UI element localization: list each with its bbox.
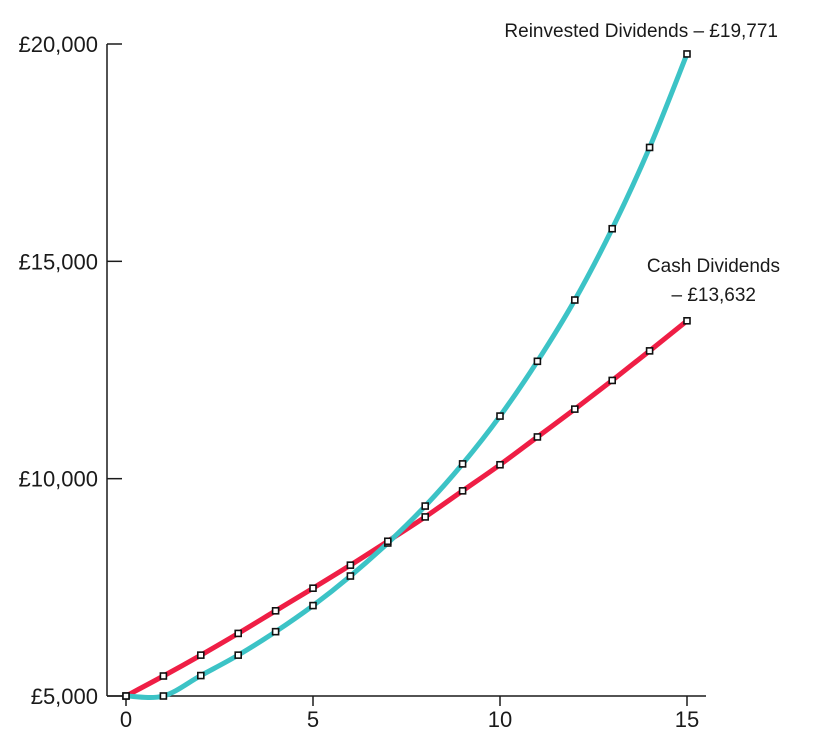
data-point-reinvested bbox=[683, 50, 691, 58]
x-tick-label: 0 bbox=[120, 707, 132, 732]
series-lines bbox=[123, 51, 690, 700]
data-point-cash bbox=[383, 537, 392, 546]
data-point-reinvested bbox=[346, 572, 355, 580]
data-point-cash bbox=[346, 561, 355, 569]
data-point-reinvested bbox=[458, 460, 467, 468]
data-point-cash bbox=[197, 651, 205, 659]
x-tick-label: 15 bbox=[675, 707, 699, 732]
data-point-cash bbox=[309, 584, 317, 593]
data-point-reinvested bbox=[570, 296, 579, 304]
x-ticks: 0 5 10 15 bbox=[120, 696, 699, 732]
series-markers bbox=[122, 50, 691, 700]
data-point-cash bbox=[271, 607, 280, 615]
data-point-cash bbox=[159, 672, 168, 680]
data-point-cash bbox=[458, 487, 467, 495]
y-tick-label: £20,000 bbox=[18, 32, 98, 57]
chart-axes bbox=[106, 44, 706, 697]
cash-annotation-line1: Cash Dividends bbox=[647, 256, 780, 277]
data-point-reinvested bbox=[645, 143, 654, 152]
data-point-reinvested bbox=[197, 671, 205, 680]
data-point-reinvested bbox=[159, 692, 168, 700]
data-point-reinvested bbox=[309, 601, 317, 610]
data-point-cash bbox=[683, 316, 691, 325]
data-point-cash bbox=[608, 376, 617, 385]
data-point-cash bbox=[496, 460, 504, 469]
data-point-cash bbox=[122, 692, 130, 700]
data-point-cash bbox=[645, 347, 654, 355]
data-point-reinvested bbox=[496, 412, 504, 420]
x-tick-label: 5 bbox=[307, 707, 319, 732]
x-tick-label: 10 bbox=[488, 707, 512, 732]
annotations: Reinvested Dividends – £19,771 Cash Divi… bbox=[504, 21, 780, 306]
data-point-reinvested bbox=[533, 357, 542, 366]
data-point-reinvested bbox=[608, 224, 617, 233]
y-tick-label: £10,000 bbox=[18, 467, 98, 492]
data-point-cash bbox=[234, 629, 242, 638]
y-tick-label: £5,000 bbox=[31, 684, 98, 709]
data-point-reinvested bbox=[271, 627, 280, 636]
data-point-cash bbox=[533, 433, 542, 441]
series-line-reinvested bbox=[123, 51, 690, 700]
data-point-cash bbox=[421, 513, 430, 521]
reinvested-annotation: Reinvested Dividends – £19,771 bbox=[504, 21, 778, 42]
data-point-cash bbox=[570, 405, 579, 413]
series-line-cash bbox=[123, 318, 690, 699]
data-point-reinvested bbox=[421, 502, 430, 510]
y-ticks: £5,000 £10,000 £15,000 £20,000 bbox=[18, 32, 122, 709]
y-tick-label: £15,000 bbox=[18, 249, 98, 274]
data-point-reinvested bbox=[234, 651, 242, 659]
cash-annotation-line2: – £13,632 bbox=[671, 285, 756, 306]
